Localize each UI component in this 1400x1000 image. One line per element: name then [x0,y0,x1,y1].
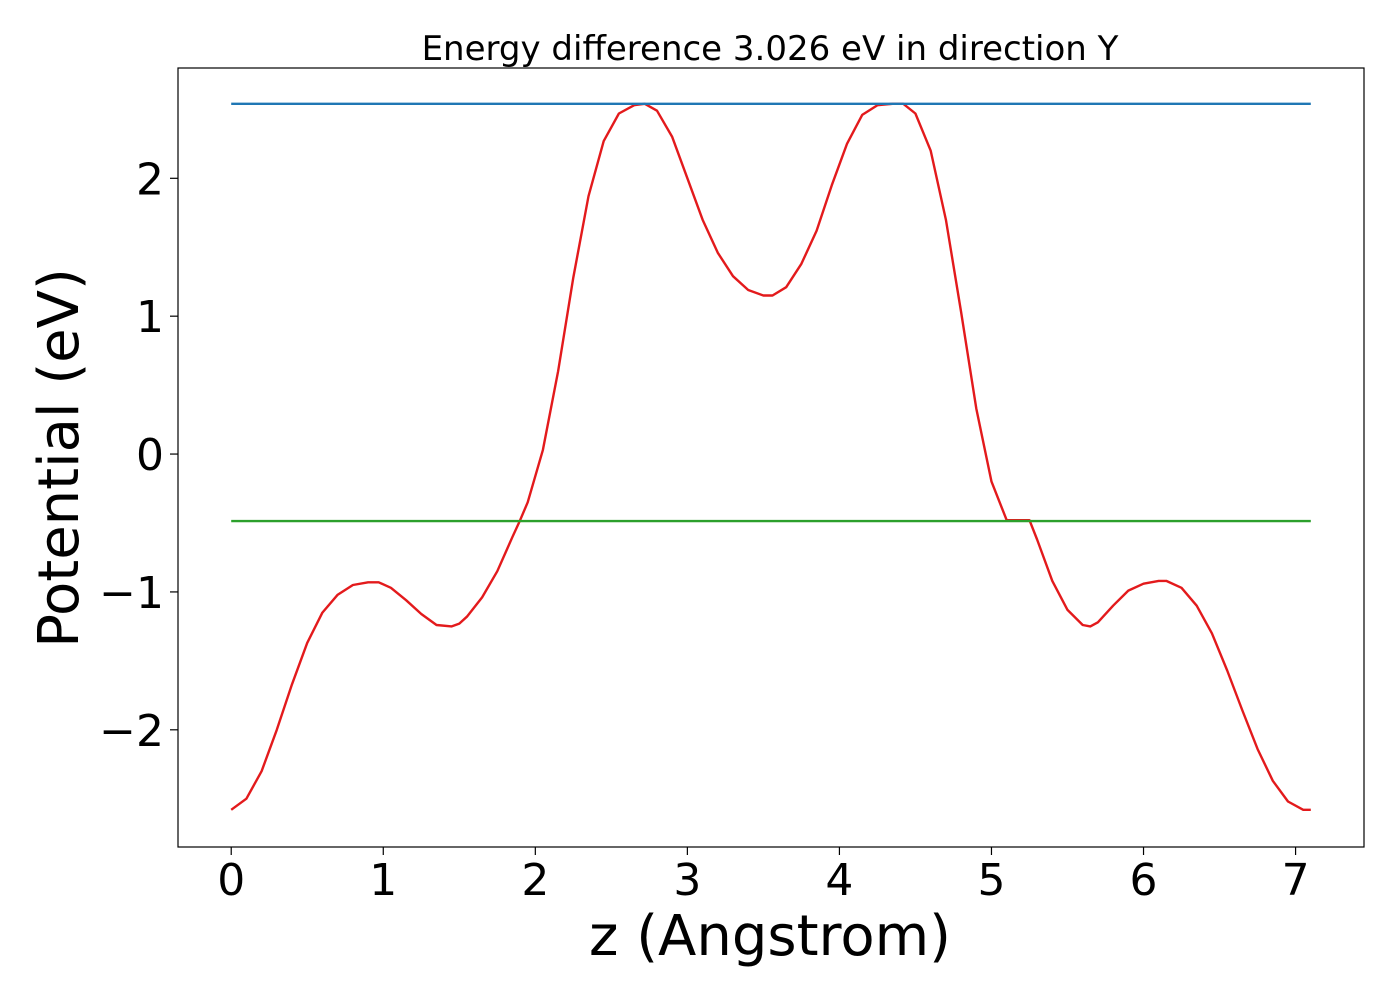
y-tick-label: 0 [136,430,164,481]
x-tick-label: 2 [521,855,549,906]
y-tick-label: 2 [136,154,164,205]
chart-title: Energy difference 3.026 eV in direction … [422,29,1119,69]
x-tick-label: 7 [1282,855,1310,906]
series-line-0 [230,102,1311,811]
y-tick-label: −1 [99,568,164,619]
x-tick-label: 5 [977,855,1005,906]
y-tick-label: 1 [136,292,164,343]
x-tick-label: 6 [1130,855,1158,906]
x-tick-label: 3 [673,855,701,906]
x-tick-label: 1 [369,855,397,906]
plot-frame [177,67,1365,848]
y-tick-label: −2 [99,706,164,757]
y-axis-label: Potential (eV) [27,268,92,648]
x-tick-label: 0 [217,855,245,906]
x-tick-label: 4 [825,855,853,906]
series-layer [230,102,1311,811]
x-axis-label: z (Angstrom) [589,904,951,969]
y-axis-ticks: −2 −1 0 1 2 [99,154,178,757]
x-axis-ticks: 0 1 2 3 4 5 6 7 [217,847,1310,906]
